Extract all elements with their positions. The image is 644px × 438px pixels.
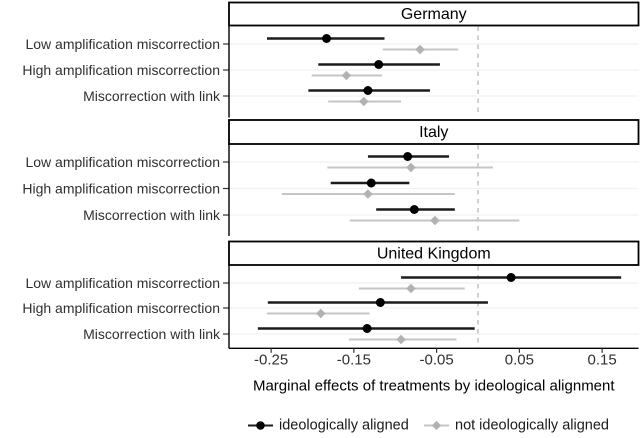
x-tick-label: -0.25 <box>254 352 288 369</box>
facet-panel-germany: Low amplification miscorrection High ampl… <box>22 1 640 118</box>
x-axis-title: Marginal effects of treatments by ideolo… <box>253 378 615 395</box>
point-not-aligned <box>406 162 416 173</box>
facet-panel-italy: Low amplification miscorrection High ampl… <box>22 119 640 236</box>
point-not-aligned <box>406 283 416 294</box>
category-label: Miscorrection with link <box>83 88 221 104</box>
legend-key-diamond-icon <box>431 420 442 431</box>
x-axis: -0.25 -0.15 -0.05 0.05 0.15 <box>229 347 639 369</box>
legend-key-circle-icon <box>256 421 265 430</box>
point-not-aligned <box>341 70 352 81</box>
facet-panel-united-kingdom: Low amplification miscorrection High ampl… <box>22 240 640 349</box>
category-label: Low amplification miscorrection <box>25 154 220 170</box>
legend-label-not-aligned: not ideologically aligned <box>455 418 609 434</box>
point-not-aligned <box>359 96 369 107</box>
point-aligned <box>322 34 332 43</box>
legend: ideologically aligned not ideologically a… <box>248 418 609 434</box>
point-aligned <box>506 273 516 282</box>
category-label: Miscorrection with link <box>83 207 221 223</box>
point-aligned <box>366 178 376 188</box>
point-not-aligned <box>396 334 406 345</box>
point-aligned <box>374 60 384 69</box>
point-not-aligned <box>430 215 440 226</box>
category-label: High amplification miscorrection <box>22 181 220 197</box>
facet-strip <box>228 240 640 266</box>
point-aligned <box>403 152 413 161</box>
category-label: Low amplification miscorrection <box>25 275 220 291</box>
point-not-aligned <box>363 189 373 199</box>
point-aligned <box>409 205 419 214</box>
facet-strip <box>228 119 640 145</box>
category-label: Miscorrection with link <box>83 326 221 342</box>
legend-label-aligned: ideologically aligned <box>279 418 409 434</box>
point-not-aligned <box>415 44 425 55</box>
x-tick-label: -0.05 <box>420 352 454 369</box>
x-tick-label: -0.15 <box>337 352 371 369</box>
facet-strip-label: Italy <box>419 124 448 141</box>
facet-strip-label: United Kingdom <box>377 245 491 262</box>
point-aligned <box>363 86 373 95</box>
x-tick-label: 0.15 <box>588 352 617 369</box>
facet-strip-label: Germany <box>401 6 467 23</box>
facet-strip <box>228 1 640 27</box>
point-not-aligned <box>315 308 326 319</box>
point-aligned <box>375 298 385 307</box>
x-tick-label: 0.05 <box>505 352 534 369</box>
category-label: High amplification miscorrection <box>22 300 220 316</box>
category-label: High amplification miscorrection <box>22 62 220 78</box>
point-aligned <box>362 324 372 333</box>
category-label: Low amplification miscorrection <box>25 36 220 52</box>
